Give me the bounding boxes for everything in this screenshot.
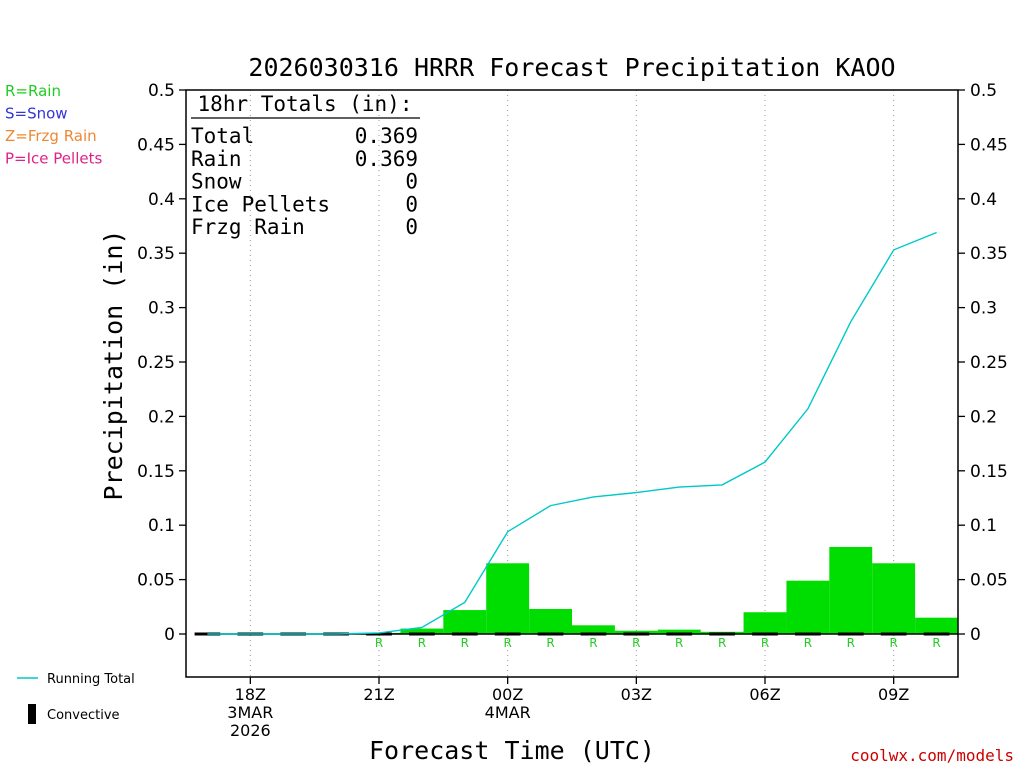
plot-frame [185, 89, 959, 678]
y-tick-label: 0 [970, 625, 981, 645]
y-tick-label: 0.25 [970, 353, 1008, 373]
y-tick-label: 0.2 [148, 407, 175, 427]
precip-type-marker: R [461, 636, 469, 650]
rain-bar [915, 617, 958, 634]
y-tick-label: 0.2 [970, 407, 997, 427]
rain-bar [443, 610, 487, 634]
y-tick-label: 0.35 [137, 244, 175, 264]
y-tick-label: 0.5 [970, 81, 997, 101]
totals-row-value: 0.369 [355, 147, 418, 171]
series-legend: Running Total Convective [17, 672, 135, 724]
y-tick-label: 0.1 [970, 516, 997, 536]
totals-row-value: 0 [405, 192, 418, 216]
type-legend-item: P=Ice Pellets [5, 150, 102, 168]
rain-bar [486, 563, 530, 634]
x-tick-label: 06Z [749, 685, 780, 704]
totals-row-label: Frzg Rain [191, 215, 305, 239]
y-tick-label: 0.1 [148, 516, 175, 536]
y-tick-label: 0.3 [970, 299, 997, 319]
totals-row-label: Snow [191, 170, 242, 194]
y-tick-label: 0.3 [148, 299, 175, 319]
y-tick-label: 0.25 [137, 353, 175, 373]
x-tick-label: 03Z [621, 685, 652, 704]
y-tick-label: 0.5 [148, 81, 175, 101]
rain-bar [614, 630, 658, 634]
rain-bar [529, 608, 572, 634]
rain-bar [400, 628, 444, 634]
totals-row-label: Ice Pellets [191, 192, 330, 216]
precip-type-marker: R [375, 636, 383, 650]
type-legend-item: R=Rain [5, 82, 61, 100]
y-tick-label: 0.45 [970, 135, 1008, 155]
x-tick-label: 2026 [230, 721, 271, 740]
precip-type-marker: R [718, 636, 726, 650]
y-axis-right: 0 0.05 0.1 0.15 0.2 0.25 0.3 0.35 0.4 0.45 0.5 [958, 81, 1008, 645]
precip-type-marker: R [589, 636, 597, 650]
rain-bar [657, 629, 701, 634]
precip-type-marker: R [675, 636, 683, 650]
y-tick-label: 0.05 [970, 571, 1008, 591]
y-axis-left: 0 0.05 0.1 0.15 0.2 0.25 0.3 0.35 0.4 0.45 0.5 [137, 81, 186, 645]
totals-box: 18hr Totals (in): Total 0.369 Rain 0.369 Sno… [191, 92, 420, 239]
precip-type-marker: R [761, 636, 769, 650]
chart-title: 2026030316 HRRR Forecast Precipitation K… [248, 53, 895, 82]
rain-bar [572, 625, 615, 634]
type-legend-item: Z=Frzg Rain [5, 127, 97, 145]
y-tick-label: 0.15 [970, 462, 1008, 482]
x-axis-label: Forecast Time (UTC) [369, 736, 655, 765]
rain-bar [872, 563, 916, 634]
hourly-rain-bars [357, 546, 958, 634]
precip-type-marker: R [932, 636, 940, 650]
x-tick-label: 09Z [878, 685, 909, 704]
totals-row-value: 0.369 [355, 124, 418, 148]
totals-row-value: 0 [405, 170, 418, 194]
x-tick-label: 18Z [235, 685, 266, 704]
x-tick-label: 4MAR [485, 703, 531, 722]
series-legend-label: Running Total [47, 672, 135, 687]
rain-bar [829, 546, 873, 634]
totals-row-value: 0 [405, 215, 418, 239]
precip-type-legend: R=Rain S=Snow Z=Frzg Rain P=Ice Pellets [5, 82, 102, 168]
y-tick-label: 0.35 [970, 244, 1008, 264]
series-legend-label: Convective [47, 708, 120, 723]
y-axis-label: Precipitation (in) [99, 230, 128, 501]
x-tick-label: 3MAR [227, 703, 273, 722]
rain-bar [743, 612, 787, 634]
precip-type-marker: R [847, 636, 855, 650]
y-tick-label: 0 [164, 625, 175, 645]
convective-legend-swatch [28, 704, 36, 724]
y-tick-label: 0.4 [148, 190, 175, 210]
rain-bar [786, 580, 830, 634]
precip-type-marker: R [546, 636, 554, 650]
type-legend-item: S=Snow [5, 105, 68, 123]
running-total-line [207, 231, 937, 635]
y-tick-label: 0.05 [137, 571, 175, 591]
x-tick-label: 21Z [363, 685, 394, 704]
y-tick-label: 0.4 [970, 190, 997, 210]
x-tick-label: 00Z [492, 685, 523, 704]
y-tick-label: 0.45 [137, 135, 175, 155]
y-tick-label: 0.15 [137, 462, 175, 482]
totals-row-label: Total [191, 124, 254, 148]
precip-type-marker: R [804, 636, 812, 650]
precip-type-marker: R [632, 636, 640, 650]
totals-row-label: Rain [191, 147, 242, 171]
credit-text: coolwx.com/models [850, 746, 1014, 765]
totals-heading: 18hr Totals (in): [198, 92, 413, 116]
precip-type-marker: R [503, 636, 511, 650]
precip-type-marker: R [418, 636, 426, 650]
precip-type-marker: R [889, 636, 897, 650]
